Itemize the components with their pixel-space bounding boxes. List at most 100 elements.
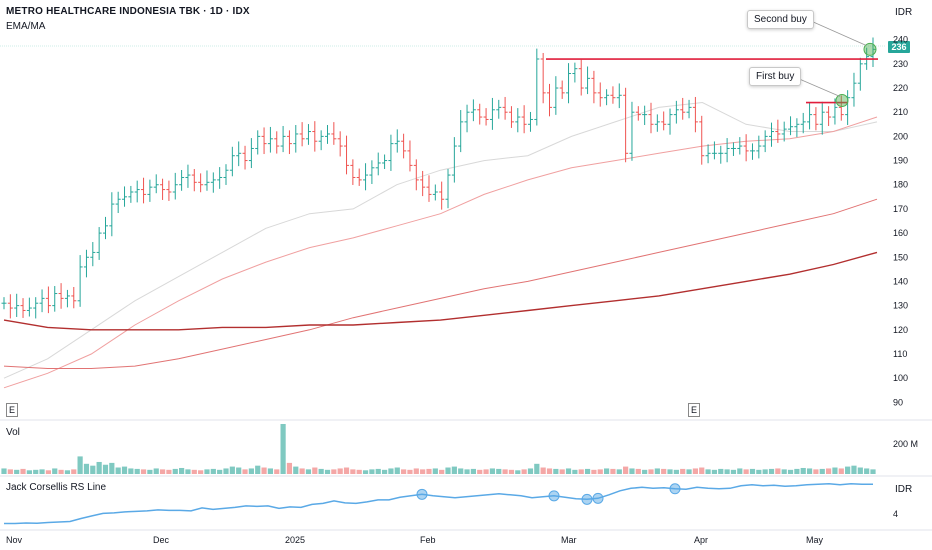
volume-bar [407,469,413,474]
x-tick-label: 2025 [285,535,305,545]
volume-bar [305,469,312,474]
price-currency-label[interactable]: IDR [895,7,913,18]
volume-bar [819,468,825,474]
volume-bar [521,469,527,474]
volume-bar [26,470,32,474]
rs-new-high-marker [592,492,604,504]
volume-bar [635,468,641,474]
volume-bar [71,469,77,474]
volume-bar [730,469,737,474]
earnings-badge-2[interactable]: E [688,403,700,417]
rs-new-high-marker [581,493,593,505]
volume-bar [724,469,730,474]
volume-bar [439,469,445,474]
volume-bar [705,469,711,474]
moving-average-line [3,101,878,379]
rs-new-high-marker [669,483,681,495]
volume-bar [179,467,185,474]
volume-bar [527,468,534,474]
volume-bar [680,468,686,474]
volume-bar [236,467,242,474]
volume-bar [293,466,299,474]
volume-bar [451,466,457,474]
volume-bar [610,468,616,474]
volume-bar [280,424,286,474]
volume-bar [718,468,724,474]
volume-bar [115,467,121,474]
volume-bar [515,470,521,474]
volume-bar [800,467,806,474]
volume-bar [870,469,876,474]
volume-bar [337,468,343,474]
volume-bar [413,468,419,474]
volume-bar [572,469,578,474]
volume-bar [375,468,381,474]
volume-bar [559,469,565,474]
volume-bar [217,469,223,474]
y-tick-label: 100 [893,373,908,383]
first-buy-connector [796,77,841,97]
y-tick-label: 130 [893,301,908,311]
volume-bar [832,467,838,474]
volume-bar [426,468,432,474]
volume-bar [749,468,756,474]
y-tick-label: 220 [893,83,908,93]
volume-bar [185,469,191,474]
volume-bar [806,468,813,474]
earnings-badge-1[interactable]: E [6,403,18,417]
volume-bar [147,469,153,474]
volume-bar [153,468,159,474]
volume-bar [623,466,629,474]
y-tick-label: 120 [893,325,908,335]
y-tick-label: 160 [893,228,908,238]
volume-bar [369,469,375,474]
volume-bar [58,469,64,474]
volume-pane-label[interactable]: Vol [6,427,20,438]
volume-bar [401,469,407,474]
volume-bar [667,469,673,474]
volume-bar [470,468,476,474]
x-tick-label: May [806,535,824,545]
rs-new-high-marker [548,490,560,502]
volume-bar [845,466,851,474]
y-tick-label: 210 [893,107,908,117]
volume-bar [229,466,235,474]
volume-bar [597,469,603,474]
volume-bar [737,468,743,474]
volume-bar [851,465,857,474]
moving-average-line [3,198,878,369]
indicator-legend[interactable]: EMA/MA [6,21,46,32]
volume-bar [198,470,204,474]
volume-bar [274,469,280,474]
y-tick-label: 240 [893,35,908,45]
volume-bar [578,469,584,474]
volume-bar [343,467,350,474]
volume-bar [267,468,274,474]
volume-bar [661,468,667,474]
volume-bar [362,470,369,474]
volume-bar [255,465,261,474]
volume-bar [648,469,654,474]
volume-bar [591,469,597,474]
y-tick-label: 150 [893,252,908,262]
last-price-tag: 236 [888,41,910,53]
volume-bar [584,468,591,474]
volume-bar [83,463,90,474]
volume-bar [420,469,426,474]
volume-bar [324,469,331,474]
volume-bar [565,468,572,474]
volume-bar [286,462,293,474]
rs-pane-label[interactable]: Jack Corsellis RS Line [6,482,107,493]
volume-bar [553,468,559,474]
volume-bar [191,469,197,474]
volume-bar [794,468,800,474]
y-tick-label: 170 [893,204,908,214]
volume-bar [756,469,762,474]
volume-bar [312,467,318,474]
volume-bar [483,469,489,474]
volume-bar [388,468,394,474]
second-buy-callout: Second buy [747,10,814,29]
volume-bar [825,468,832,474]
y-tick-label: 200 [893,131,908,141]
